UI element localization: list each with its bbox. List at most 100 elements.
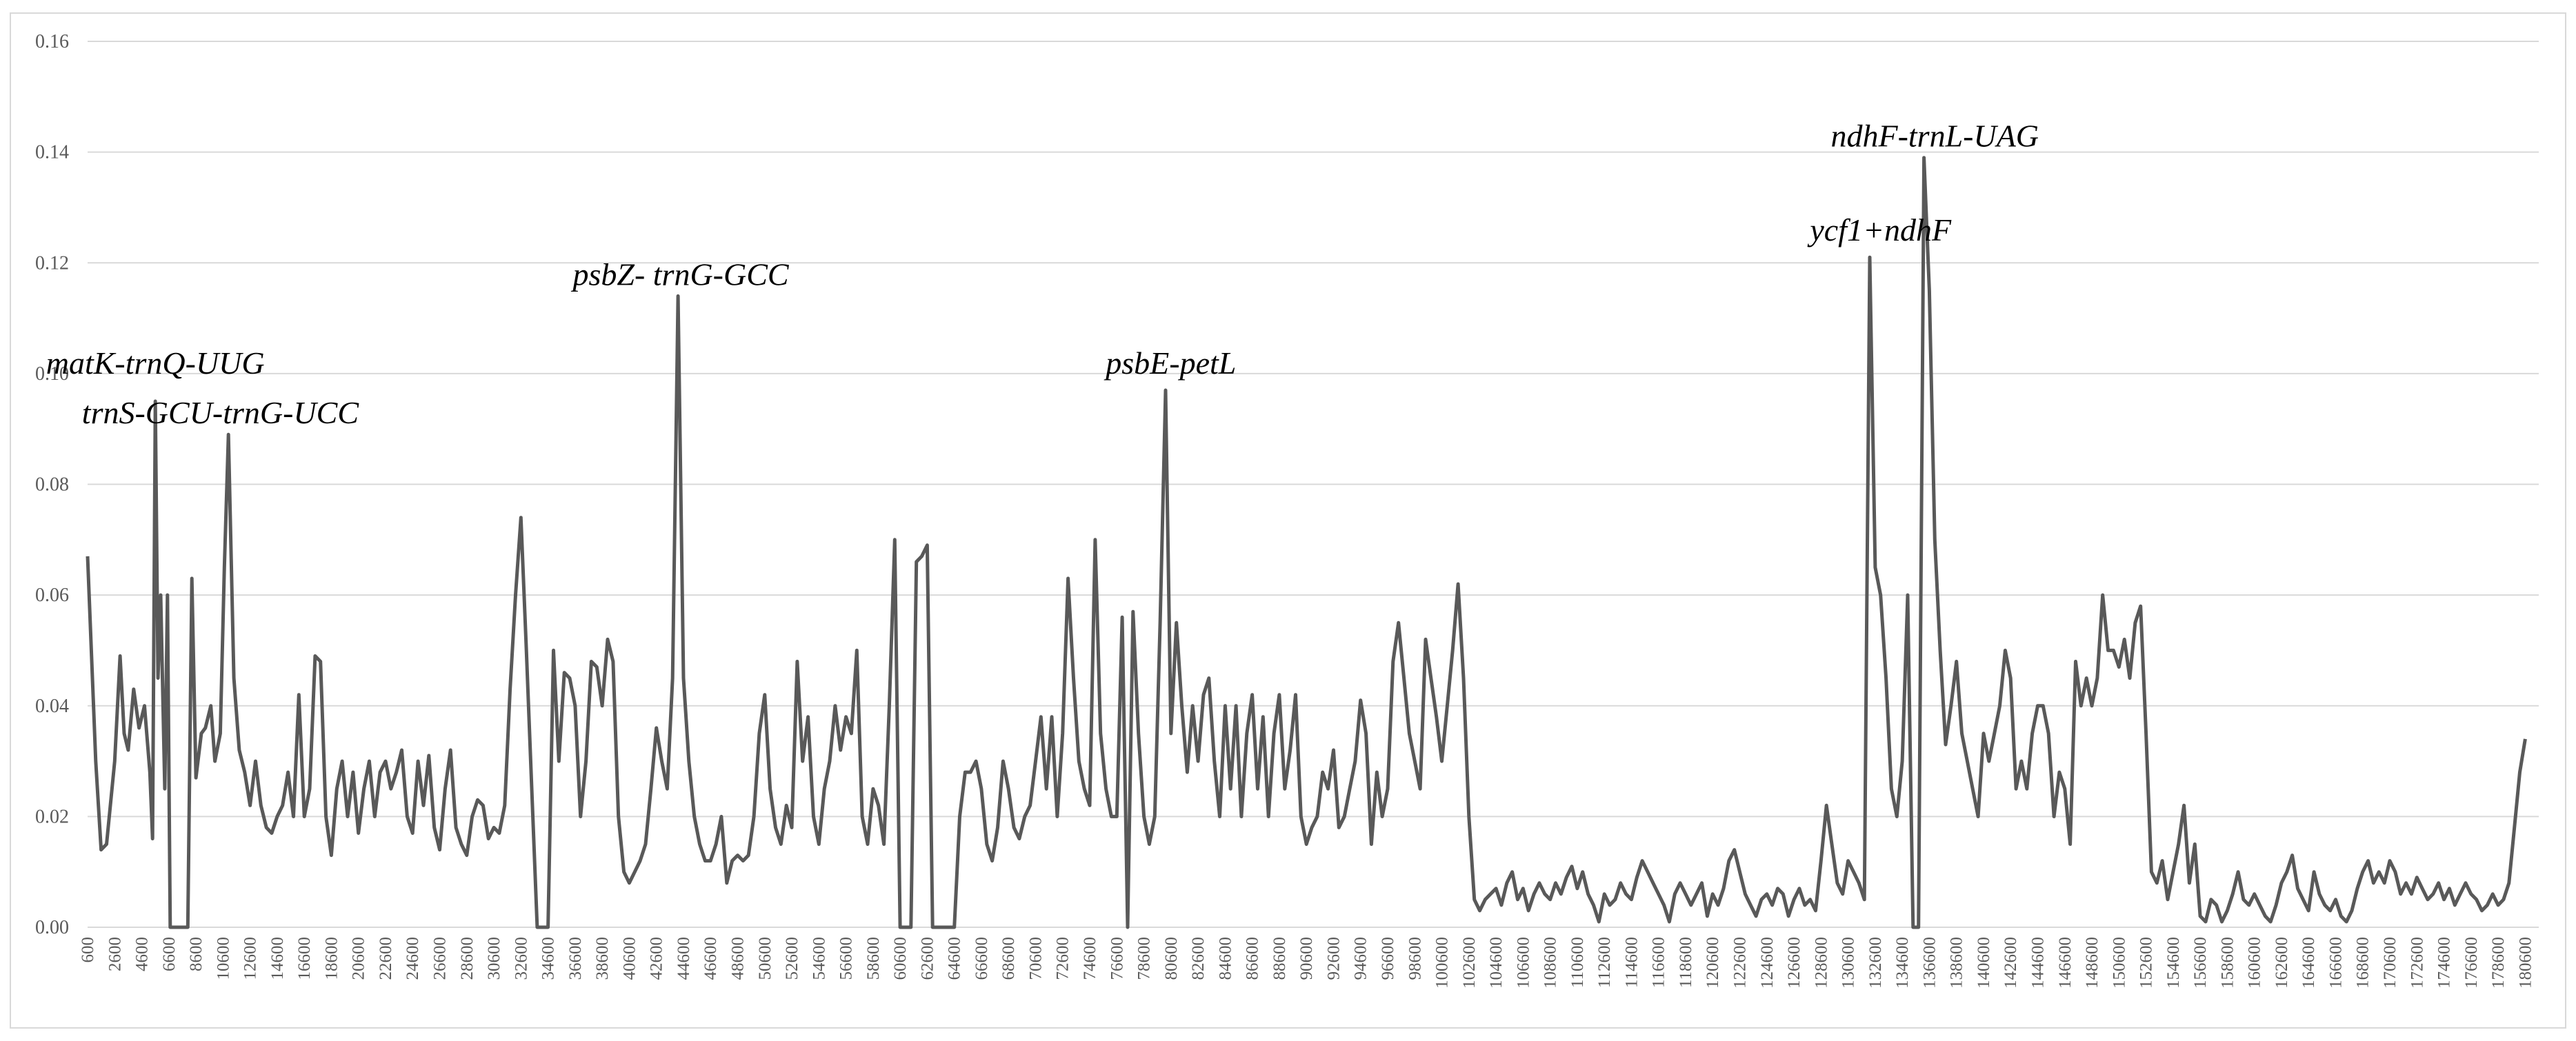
x-tick-label: 120600: [1704, 937, 1722, 989]
x-tick-label: 84600: [1216, 937, 1235, 980]
x-tick-label: 138600: [1948, 937, 1966, 989]
x-tick-label: 64600: [946, 937, 964, 980]
x-tick-label: 152600: [2137, 937, 2156, 989]
y-tick-label: 0.12: [35, 252, 69, 274]
y-tick-label: 0.14: [35, 142, 69, 163]
peak-annotation: ndhF-trnL-UAG: [1830, 119, 2039, 154]
x-tick-label: 36600: [566, 937, 585, 980]
x-tick-label: 76600: [1108, 937, 1126, 980]
x-tick-label: 82600: [1189, 937, 1208, 980]
x-tick-label: 44600: [675, 937, 693, 980]
x-tick-label: 124600: [1758, 937, 1777, 989]
x-tick-label: 40600: [620, 937, 639, 980]
x-tick-label: 50600: [756, 937, 775, 980]
x-tick-label: 20600: [350, 937, 368, 980]
x-tick-label: 140600: [1975, 937, 1993, 989]
y-tick-label: 0.02: [35, 806, 69, 827]
y-tick-label: 0.06: [35, 585, 69, 606]
x-tick-label: 148600: [2083, 937, 2101, 989]
x-axis-ticks: 600 2600 4600 6600 8600 10600 12600 14600 16600 1…: [79, 937, 2535, 989]
peak-annotation: psbE-petL: [1104, 345, 1236, 381]
x-tick-label: 52600: [783, 937, 801, 980]
x-tick-label: 110600: [1568, 937, 1587, 988]
x-tick-label: 12600: [241, 937, 260, 980]
y-tick-label: 0.08: [35, 474, 69, 496]
x-tick-label: 600: [79, 937, 97, 963]
x-tick-label: 156600: [2191, 937, 2210, 989]
peak-annotation: matK-trnQ-UUG: [46, 345, 265, 381]
x-tick-label: 92600: [1324, 937, 1343, 980]
x-tick-label: 56600: [837, 937, 856, 980]
x-tick-label: 42600: [648, 937, 666, 980]
x-tick-label: 168600: [2354, 937, 2373, 989]
series-line: [86, 156, 2527, 929]
x-tick-label: 70600: [1026, 937, 1045, 980]
x-tick-label: 106600: [1514, 937, 1532, 989]
x-tick-label: 176600: [2462, 937, 2481, 989]
x-tick-label: 48600: [728, 937, 747, 980]
x-tick-label: 104600: [1487, 937, 1506, 989]
peak-annotation: trnS-GCU-trnG-UCC: [82, 395, 360, 430]
x-tick-label: 162600: [2273, 937, 2291, 989]
x-tick-label: 160600: [2246, 937, 2264, 989]
x-tick-label: 60600: [891, 937, 910, 980]
x-tick-label: 174600: [2435, 937, 2454, 989]
x-tick-label: 112600: [1595, 937, 1614, 988]
x-tick-label: 34600: [539, 937, 558, 980]
x-tick-label: 146600: [2056, 937, 2075, 989]
x-tick-label: 172600: [2408, 937, 2426, 989]
x-tick-label: 30600: [485, 937, 503, 980]
chart-frame: [10, 12, 2566, 1029]
y-tick-label: 0.16: [35, 31, 69, 52]
peak-annotation: ycf1+ndhF: [1807, 212, 1952, 247]
x-tick-label: 122600: [1731, 937, 1750, 989]
series-layer: [86, 156, 2527, 929]
x-tick-label: 96600: [1379, 937, 1397, 980]
y-tick-label: 0.00: [35, 917, 69, 938]
annotations: matK-trnQ-UUG trnS-GCU-trnG-UCC psbZ- trnG…: [46, 119, 2039, 431]
x-tick-label: 94600: [1352, 937, 1370, 980]
x-tick-label: 158600: [2218, 937, 2237, 989]
x-tick-label: 8600: [187, 937, 206, 971]
x-tick-label: 130600: [1839, 937, 1858, 989]
x-tick-label: 72600: [1054, 937, 1072, 980]
gridlines: [88, 41, 2539, 928]
x-tick-label: 116600: [1650, 937, 1668, 988]
x-tick-label: 180600: [2516, 937, 2535, 989]
x-tick-label: 74600: [1081, 937, 1099, 980]
x-tick-label: 46600: [701, 937, 720, 980]
x-tick-label: 38600: [593, 937, 612, 980]
x-tick-label: 88600: [1270, 937, 1289, 980]
y-axis-ticks: 0.00 0.02 0.04 0.06 0.08 0.10 0.12 0.14 0.16: [35, 31, 69, 938]
x-tick-label: 62600: [918, 937, 937, 980]
y-tick-label: 0.04: [35, 696, 69, 717]
x-tick-label: 150600: [2110, 937, 2128, 989]
x-tick-label: 90600: [1297, 937, 1316, 980]
x-tick-label: 100600: [1433, 937, 1452, 989]
peak-annotation: psbZ- trnG-GCC: [570, 256, 789, 292]
x-tick-label: 26600: [431, 937, 450, 980]
x-tick-label: 16600: [295, 937, 314, 980]
x-tick-label: 108600: [1541, 937, 1560, 989]
x-tick-label: 2600: [106, 937, 124, 971]
x-tick-label: 170600: [2381, 937, 2399, 989]
x-tick-label: 118600: [1677, 937, 1695, 988]
y-tick-label: 0.10: [35, 363, 69, 385]
x-tick-label: 154600: [2164, 937, 2183, 989]
x-tick-label: 28600: [458, 937, 477, 980]
x-tick-label: 32600: [512, 937, 530, 980]
x-tick-label: 144600: [2028, 937, 2047, 989]
x-tick-label: 132600: [1866, 937, 1885, 989]
x-tick-label: 126600: [1785, 937, 1804, 989]
x-tick-label: 102600: [1460, 937, 1479, 989]
x-tick-label: 66600: [972, 937, 991, 980]
x-tick-label: 54600: [810, 937, 828, 980]
x-tick-label: 142600: [2001, 937, 2020, 989]
x-tick-label: 24600: [403, 937, 422, 980]
x-tick-label: 18600: [322, 937, 341, 980]
x-tick-label: 136600: [1920, 937, 1939, 989]
x-tick-label: 14600: [268, 937, 287, 980]
x-tick-label: 6600: [160, 937, 179, 971]
x-tick-label: 134600: [1893, 937, 1912, 989]
